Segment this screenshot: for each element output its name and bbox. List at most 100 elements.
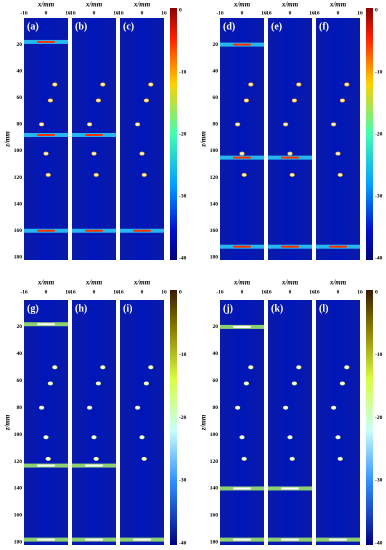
x-tick-label: 16 xyxy=(261,10,267,16)
x-tick-label: -16 xyxy=(216,289,224,295)
z-tick-label: 80 xyxy=(213,122,219,128)
z-tick-label: 160 xyxy=(210,228,219,234)
x-axis-label: x/mm xyxy=(85,1,103,9)
panel-label: (f) xyxy=(319,21,329,32)
z-tick-label: 40 xyxy=(17,68,23,74)
z-axis-label: z/mm xyxy=(200,414,208,431)
z-tick-label: 140 xyxy=(210,486,219,492)
colorbar-tick-label: -20 xyxy=(375,415,383,421)
point-reflector xyxy=(344,365,350,370)
point-reflector xyxy=(100,82,106,87)
image-panel xyxy=(72,300,116,545)
x-axis-label: x/mm xyxy=(233,1,251,9)
z-tick-label: 60 xyxy=(213,95,219,101)
point-reflector xyxy=(291,98,297,103)
x-tick-label: 0 xyxy=(45,10,48,16)
x-tick-label: -16 xyxy=(68,289,76,295)
z-tick-label: 100 xyxy=(14,432,23,438)
colorbar-tick-label: -30 xyxy=(179,193,187,199)
x-tick-label: -16 xyxy=(20,10,28,16)
point-reflector xyxy=(239,151,245,156)
z-tick-label: 120 xyxy=(210,459,219,465)
image-panel xyxy=(120,300,164,545)
panel-label: (c) xyxy=(123,21,134,32)
image-panel xyxy=(268,18,312,260)
colorbar-tick-label: -10 xyxy=(375,69,383,75)
x-tick-label: 0 xyxy=(141,10,144,16)
reflection-core xyxy=(233,487,251,490)
colorbar xyxy=(366,8,373,260)
x-tick-label: -16 xyxy=(216,10,224,16)
x-tick-label: 0 xyxy=(337,10,340,16)
colorbar-tick-label: -40 xyxy=(375,540,383,546)
point-reflector xyxy=(38,122,45,127)
panel-label: (b) xyxy=(75,21,87,32)
reflection-core xyxy=(133,538,151,541)
point-reflector xyxy=(287,435,293,440)
z-tick-label: 20 xyxy=(17,324,23,330)
reflection-core xyxy=(85,134,103,137)
image-panel xyxy=(268,300,312,545)
point-reflector xyxy=(91,151,97,156)
reflection-core xyxy=(37,229,55,232)
point-reflector xyxy=(235,405,241,410)
z-tick-label: 140 xyxy=(14,486,23,492)
point-reflector xyxy=(339,381,345,386)
x-axis-label: x/mm xyxy=(281,1,299,9)
panel-label: (k) xyxy=(271,303,283,314)
colorbar-tick-label: -30 xyxy=(179,478,187,484)
point-reflector xyxy=(289,172,295,177)
point-reflector xyxy=(91,435,97,440)
x-tick-label: 0 xyxy=(289,10,292,16)
colorbar-tick-label: -40 xyxy=(179,255,187,261)
reflection-core xyxy=(233,325,251,328)
reflection-core xyxy=(329,245,347,248)
z-tick-label: 100 xyxy=(210,148,219,154)
reflection-core xyxy=(233,43,251,46)
image-panel xyxy=(220,18,264,260)
reflection-core xyxy=(233,538,251,541)
point-reflector xyxy=(330,405,337,410)
point-reflector xyxy=(289,456,295,461)
reflection-core xyxy=(281,156,299,159)
point-reflector xyxy=(95,98,102,103)
reflection-core xyxy=(281,245,299,248)
z-tick-label: 100 xyxy=(210,432,219,438)
x-tick-label: -16 xyxy=(264,10,272,16)
point-reflector xyxy=(243,98,249,103)
point-reflector xyxy=(100,365,106,370)
x-axis-label: x/mm xyxy=(281,279,299,287)
z-axis-label: z/mm xyxy=(4,131,12,148)
point-reflector xyxy=(38,405,45,410)
reflection-core xyxy=(133,229,151,232)
z-tick-label: 20 xyxy=(213,324,219,330)
colorbar-tick-label: -40 xyxy=(375,255,383,261)
point-reflector xyxy=(296,365,302,370)
x-tick-label: 0 xyxy=(93,10,96,16)
point-reflector xyxy=(239,435,245,440)
z-tick-label: 180 xyxy=(210,255,219,261)
panel-label: (e) xyxy=(271,21,282,32)
point-reflector xyxy=(248,365,254,370)
point-reflector xyxy=(143,381,149,386)
point-reflector xyxy=(339,98,345,103)
z-tick-label: 120 xyxy=(14,459,23,465)
point-reflector xyxy=(296,82,302,87)
x-tick-label: 16 xyxy=(261,289,267,295)
point-reflector xyxy=(52,365,58,370)
z-tick-label: 20 xyxy=(213,42,219,48)
z-tick-label: 180 xyxy=(14,540,23,546)
x-tick-label: -16 xyxy=(68,10,76,16)
reflection-core xyxy=(37,40,55,43)
x-tick-label: 0 xyxy=(93,289,96,295)
x-tick-label: -16 xyxy=(312,10,320,16)
x-axis-label: x/mm xyxy=(133,1,151,9)
x-tick-label: -16 xyxy=(116,10,124,16)
reflection-core xyxy=(37,464,55,467)
z-tick-label: 140 xyxy=(14,201,23,207)
z-tick-label: 140 xyxy=(210,201,219,207)
x-tick-label: 16 xyxy=(357,289,363,295)
x-tick-label: 0 xyxy=(141,289,144,295)
point-reflector xyxy=(337,172,343,177)
point-reflector xyxy=(143,98,149,103)
